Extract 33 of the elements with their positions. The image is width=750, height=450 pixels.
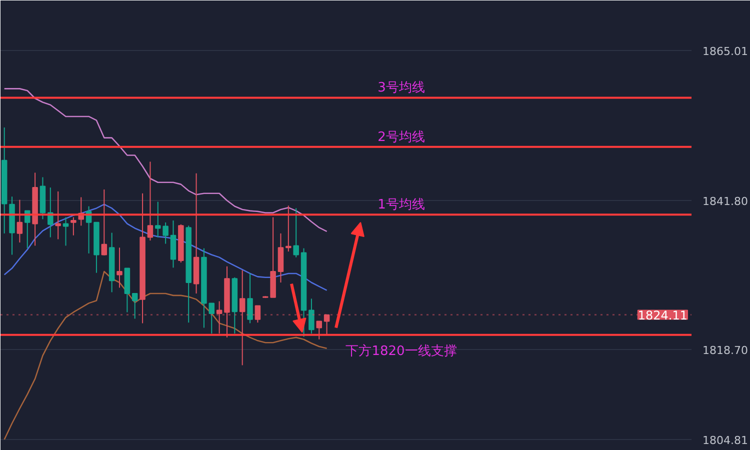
ref-line-label: 下方1820一线支撑 xyxy=(346,342,457,359)
candlestick xyxy=(55,190,61,240)
candlestick xyxy=(293,208,299,258)
candlestick xyxy=(324,314,330,335)
candlestick xyxy=(62,216,69,246)
y-tick-label: 1841.80 xyxy=(702,194,748,208)
candlestick xyxy=(101,188,108,256)
candlestick xyxy=(316,320,322,340)
ref-line-label: 3号均线 xyxy=(378,80,425,96)
candlestick xyxy=(286,205,292,252)
candlestick xyxy=(216,300,222,334)
candlestick xyxy=(308,298,314,334)
line-series xyxy=(4,270,328,440)
candlestick xyxy=(147,161,154,242)
ref-line-label: 1824.11 xyxy=(638,308,688,322)
y-tick-label: 1865.01 xyxy=(702,45,748,58)
candlestick xyxy=(132,293,138,320)
candlestick xyxy=(16,199,23,243)
candlestick xyxy=(116,247,122,288)
ref-line-label: 1号均线 xyxy=(378,198,425,213)
line-series xyxy=(4,204,328,291)
line-series xyxy=(4,88,328,232)
candlestick xyxy=(239,270,246,366)
y-tick-label: 1804.81 xyxy=(702,434,748,447)
candlestick xyxy=(70,216,76,236)
candlestick xyxy=(170,220,176,268)
candlestick xyxy=(208,302,215,334)
y-tick-label: 1818.70 xyxy=(702,344,748,358)
candlestick xyxy=(278,232,284,284)
ref-line-label: 2号均线 xyxy=(378,130,425,145)
candlestick xyxy=(247,272,253,324)
candlestick xyxy=(48,187,54,238)
candlestick xyxy=(254,305,261,324)
